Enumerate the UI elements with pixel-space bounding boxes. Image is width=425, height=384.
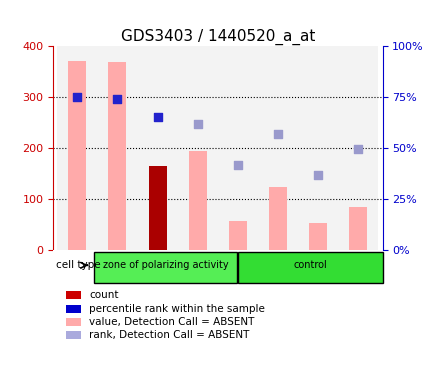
FancyBboxPatch shape bbox=[94, 252, 237, 283]
Bar bbox=[338, 46, 379, 250]
Bar bbox=[178, 46, 218, 250]
Text: count: count bbox=[89, 290, 119, 300]
Point bbox=[355, 146, 362, 152]
Point bbox=[74, 94, 81, 100]
Text: value, Detection Call = ABSENT: value, Detection Call = ABSENT bbox=[89, 317, 255, 327]
Point bbox=[154, 114, 161, 120]
Text: rank, Detection Call = ABSENT: rank, Detection Call = ABSENT bbox=[89, 330, 250, 340]
Point bbox=[275, 131, 281, 137]
Bar bbox=[68, 61, 86, 250]
Bar bbox=[148, 166, 167, 250]
Bar bbox=[66, 291, 81, 299]
Bar bbox=[97, 46, 137, 250]
Point bbox=[114, 96, 121, 103]
Bar bbox=[66, 305, 81, 313]
FancyBboxPatch shape bbox=[238, 252, 382, 283]
Text: zone of polarizing activity: zone of polarizing activity bbox=[103, 260, 228, 270]
Bar bbox=[218, 46, 258, 250]
Bar bbox=[298, 46, 338, 250]
Point bbox=[315, 172, 322, 178]
Bar bbox=[349, 207, 368, 250]
Bar bbox=[229, 220, 247, 250]
Text: cell type: cell type bbox=[57, 260, 101, 270]
Bar bbox=[66, 318, 81, 326]
Bar bbox=[137, 46, 178, 250]
Text: percentile rank within the sample: percentile rank within the sample bbox=[89, 304, 265, 314]
Bar bbox=[57, 46, 97, 250]
Point bbox=[235, 162, 241, 168]
Bar bbox=[108, 62, 126, 250]
Bar bbox=[258, 46, 298, 250]
Text: control: control bbox=[294, 260, 327, 270]
Bar bbox=[309, 223, 327, 250]
Bar bbox=[189, 151, 207, 250]
Title: GDS3403 / 1440520_a_at: GDS3403 / 1440520_a_at bbox=[121, 28, 315, 45]
Bar bbox=[269, 187, 287, 250]
Point bbox=[194, 121, 201, 127]
Bar bbox=[66, 331, 81, 339]
